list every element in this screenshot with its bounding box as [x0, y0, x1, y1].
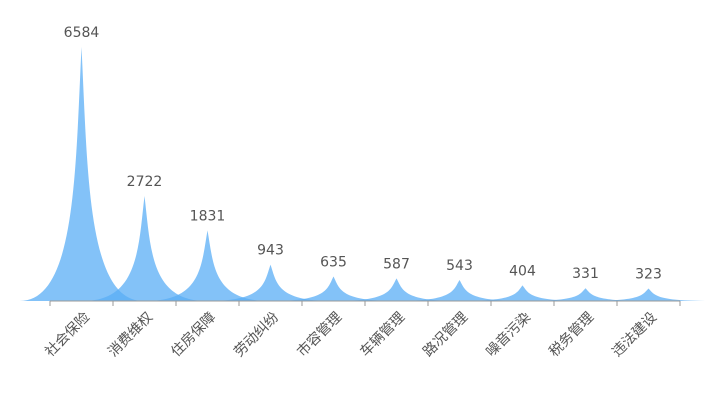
spike-bar	[334, 278, 459, 301]
spike-bar	[586, 288, 711, 301]
data-label: 6584	[64, 25, 100, 41]
spike-bar	[460, 285, 585, 301]
spike-bar	[82, 195, 207, 301]
spike-bar	[145, 230, 270, 301]
spike-bar	[208, 264, 333, 301]
data-label: 943	[257, 243, 284, 259]
data-label: 331	[572, 266, 599, 282]
data-label: 404	[509, 263, 536, 279]
data-label: 635	[320, 255, 347, 271]
spike-bar	[19, 47, 144, 301]
spike-bar	[397, 280, 522, 301]
spike-bar	[271, 276, 396, 301]
spike-bar	[523, 288, 648, 301]
data-label: 543	[446, 258, 473, 274]
data-label: 2722	[127, 174, 163, 190]
data-label: 1831	[190, 208, 226, 224]
data-label: 323	[635, 267, 662, 283]
data-label: 587	[383, 256, 410, 272]
